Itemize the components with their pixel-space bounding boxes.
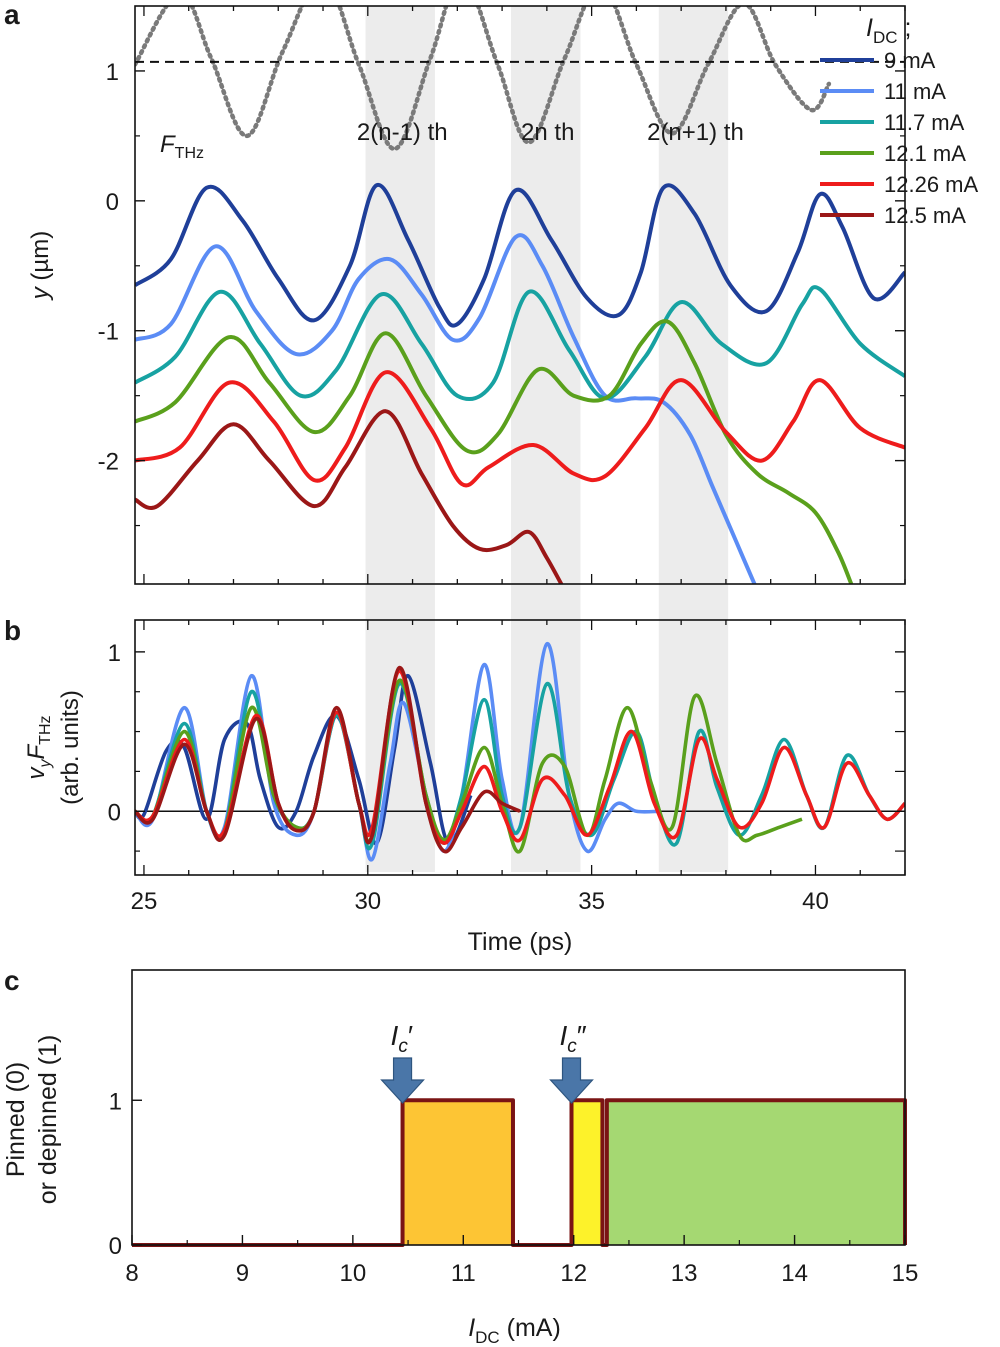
legend-label: 12.1 mA (884, 141, 966, 166)
x-axis-label-main: I (468, 1314, 475, 1342)
x-axis-label-sub: DC (475, 1328, 500, 1347)
legend-title-sub: DC (873, 28, 898, 47)
threshold-arrow-icon (380, 1057, 425, 1104)
series-line (135, 678, 803, 854)
threshold-label-main: I (391, 1020, 399, 1051)
x-tick-label: 14 (781, 1260, 808, 1287)
legend-title: IDC ; (866, 14, 911, 47)
y-axis-label-var: y (27, 285, 54, 301)
region-label: 2n th (521, 119, 574, 146)
x-tick-label: 40 (802, 888, 829, 915)
x-tick-label: 8 (125, 1260, 138, 1287)
y-label-F-sub: THz (37, 716, 54, 745)
field-label-sub: THz (175, 145, 204, 162)
field-label-main: F (160, 131, 176, 158)
x-tick-label: 11 (451, 1260, 476, 1287)
threshold-label: Ic′ (391, 1020, 414, 1057)
threshold-label-sub: c (398, 1036, 408, 1057)
threshold-label-sub: c (567, 1036, 577, 1057)
y-tick-label: 0 (108, 799, 121, 826)
y-label-v: v (23, 766, 50, 780)
x-axis-label: IDC (mA) (468, 1314, 561, 1347)
y-axis-label: y (µm) (27, 231, 54, 301)
threshold-label-prime: ′ (408, 1020, 413, 1051)
x-tick-label: 15 (892, 1260, 919, 1287)
legend-label: 12.26 mA (884, 172, 978, 197)
x-tick-label: 35 (578, 888, 605, 915)
legend-title-tail: ; (898, 14, 912, 42)
series-line (135, 370, 905, 488)
x-tick-label: 13 (671, 1260, 698, 1287)
step-fill (571, 1100, 603, 1245)
y-tick-label: 1 (106, 59, 119, 86)
y-axis-label-unit: (µm) (27, 231, 54, 287)
y-tick-label: -1 (98, 319, 119, 346)
series-line (135, 409, 564, 584)
series-line (135, 233, 757, 584)
x-axis-label: Time (ps) (468, 928, 573, 956)
panel-c-letter: c (4, 965, 20, 996)
panel-b-frame (134, 619, 906, 876)
x-tick-label: 12 (560, 1260, 587, 1287)
step-fill (606, 1100, 905, 1245)
y-axis-label-line2: (arb. units) (57, 690, 84, 805)
y-axis-label-line1: Pinned (0) (2, 1062, 30, 1177)
x-tick-label: 25 (131, 888, 158, 915)
series-line (135, 665, 521, 854)
series-line (135, 319, 854, 584)
threshold-arrow-icon (549, 1057, 594, 1104)
y-label-v-sub: y (37, 759, 54, 769)
series-line (135, 285, 905, 402)
step-fill (402, 1100, 513, 1245)
field-label: FTHz (160, 131, 204, 162)
panel-a-letter: a (4, 0, 20, 30)
region-label: 2(n+1) th (647, 119, 744, 146)
legend-label: 12.5 mA (884, 203, 966, 228)
x-tick-label: 30 (354, 888, 381, 915)
y-tick-label: -2 (98, 449, 119, 476)
y-label-F: F (23, 744, 50, 760)
field-trace-line (135, 6, 832, 152)
legend-label: 11.7 mA (884, 110, 965, 135)
legend-label: 9 mA (884, 48, 936, 73)
y-axis-label-line1: vyFTHz (23, 716, 54, 780)
y-tick-label: 0 (106, 189, 119, 216)
y-tick-label: 1 (108, 640, 121, 667)
x-tick-label: 9 (236, 1260, 249, 1287)
panel-b: 1 0 25 30 35 40 Time (ps) vyFTHz (arb. units) (23, 619, 906, 956)
x-tick-label: 10 (340, 1260, 367, 1287)
threshold-label: Ic″ (560, 1020, 587, 1057)
y-tick-label: 1 (109, 1088, 122, 1115)
y-tick-label: 0 (109, 1233, 122, 1260)
legend-label: 11 mA (884, 79, 946, 104)
threshold-label-main: I (560, 1020, 568, 1051)
panel-a-frame (134, 5, 906, 585)
legend-title-main: I (866, 14, 873, 42)
panel-b-letter: b (4, 615, 21, 646)
y-axis-label-line2: or depinned (1) (34, 1035, 62, 1205)
series-line (135, 183, 905, 328)
region-label: 2(n-1) th (357, 119, 448, 146)
threshold-label-prime: ″ (577, 1020, 587, 1051)
series-line (135, 673, 473, 845)
shaded-region (511, 6, 581, 872)
x-axis-label-tail: (mA) (500, 1314, 561, 1342)
